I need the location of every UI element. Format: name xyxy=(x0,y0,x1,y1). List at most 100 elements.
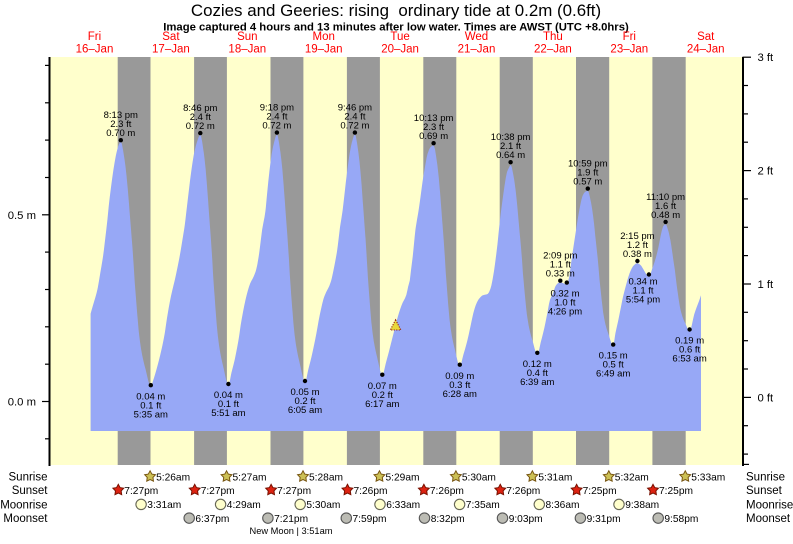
svg-text:Mon: Mon xyxy=(313,31,335,43)
svg-text:Moonrise: Moonrise xyxy=(0,499,47,511)
svg-text:21–Jan: 21–Jan xyxy=(458,43,496,55)
svg-text:2:09 pm: 2:09 pm xyxy=(543,251,577,262)
svg-text:0.70 m: 0.70 m xyxy=(106,128,135,139)
svg-text:0.6 ft: 0.6 ft xyxy=(679,345,700,356)
svg-text:5:35 am: 5:35 am xyxy=(134,409,168,420)
svg-text:0.2 ft: 0.2 ft xyxy=(372,390,393,401)
svg-text:2.4 ft: 2.4 ft xyxy=(190,112,211,123)
svg-text:5:30am: 5:30am xyxy=(462,472,496,483)
svg-text:0.57 m: 0.57 m xyxy=(573,177,602,188)
svg-text:0.64 m: 0.64 m xyxy=(496,150,525,161)
svg-text:Image captured 4 hours and 13: Image captured 4 hours and 13 minutes af… xyxy=(163,21,629,33)
svg-text:6:17 am: 6:17 am xyxy=(365,399,399,410)
svg-text:Wed: Wed xyxy=(465,31,488,43)
svg-text:5:51 am: 5:51 am xyxy=(211,408,245,419)
svg-text:16–Jan: 16–Jan xyxy=(76,43,114,55)
svg-text:5:30am: 5:30am xyxy=(306,500,340,511)
svg-text:5:28am: 5:28am xyxy=(309,472,343,483)
svg-text:1.6 ft: 1.6 ft xyxy=(655,201,676,212)
svg-text:3:31am: 3:31am xyxy=(147,500,181,511)
svg-text:0.1 ft: 0.1 ft xyxy=(140,400,161,411)
svg-text:0 ft: 0 ft xyxy=(758,392,775,404)
svg-text:Sunrise: Sunrise xyxy=(9,472,48,484)
svg-text:4:29am: 4:29am xyxy=(227,500,261,511)
svg-text:7:25pm: 7:25pm xyxy=(583,486,617,497)
svg-text:1.1 ft: 1.1 ft xyxy=(550,260,571,271)
svg-text:0.0 m: 0.0 m xyxy=(8,397,36,409)
svg-text:5:54 pm: 5:54 pm xyxy=(626,294,660,305)
svg-text:0.12 m: 0.12 m xyxy=(523,359,552,370)
svg-text:Sun: Sun xyxy=(237,31,257,43)
svg-text:Moonset: Moonset xyxy=(746,513,791,525)
svg-text:1.9 ft: 1.9 ft xyxy=(577,168,598,179)
svg-text:0.38 m: 0.38 m xyxy=(623,249,652,260)
svg-text:1.2 ft: 1.2 ft xyxy=(627,240,648,251)
svg-text:0.07 m: 0.07 m xyxy=(368,381,397,392)
svg-text:8:36am: 8:36am xyxy=(546,500,580,511)
svg-text:6:39 am: 6:39 am xyxy=(520,377,554,388)
svg-text:8:32pm: 8:32pm xyxy=(431,514,465,525)
svg-text:0.72 m: 0.72 m xyxy=(340,121,369,132)
svg-text:8:46 pm: 8:46 pm xyxy=(183,103,217,114)
svg-text:0.4 ft: 0.4 ft xyxy=(527,368,548,379)
svg-text:0.09 m: 0.09 m xyxy=(445,371,474,382)
svg-text:5:32am: 5:32am xyxy=(615,472,649,483)
svg-text:2 ft: 2 ft xyxy=(758,166,775,178)
svg-text:5:31am: 5:31am xyxy=(538,472,572,483)
svg-text:2.4 ft: 2.4 ft xyxy=(344,112,365,123)
svg-text:9:18 pm: 9:18 pm xyxy=(260,103,294,114)
svg-text:0.04 m: 0.04 m xyxy=(214,390,243,401)
svg-text:6:37pm: 6:37pm xyxy=(195,514,229,525)
svg-text:5:26am: 5:26am xyxy=(156,472,190,483)
svg-text:0.5 m: 0.5 m xyxy=(8,210,36,222)
svg-text:22–Jan: 22–Jan xyxy=(534,43,572,55)
svg-text:Moonrise: Moonrise xyxy=(746,499,793,511)
svg-text:2.4 ft: 2.4 ft xyxy=(266,112,287,123)
svg-text:7:27pm: 7:27pm xyxy=(124,486,158,497)
svg-text:5:29am: 5:29am xyxy=(386,472,420,483)
svg-text:Cozies and Geeries: rising or: Cozies and Geeries: rising ordinary tide… xyxy=(191,1,601,20)
svg-text:8:13 pm: 8:13 pm xyxy=(104,110,138,121)
svg-text:2.1 ft: 2.1 ft xyxy=(500,141,521,152)
svg-text:Moonset: Moonset xyxy=(3,513,48,525)
svg-text:0.5 ft: 0.5 ft xyxy=(603,360,624,371)
svg-text:7:21pm: 7:21pm xyxy=(274,514,308,525)
svg-text:0.3 ft: 0.3 ft xyxy=(449,380,470,391)
svg-text:19–Jan: 19–Jan xyxy=(305,43,343,55)
svg-text:7:26pm: 7:26pm xyxy=(354,486,388,497)
svg-text:1.1 ft: 1.1 ft xyxy=(632,285,653,296)
svg-text:23–Jan: 23–Jan xyxy=(610,43,648,55)
svg-text:4:26 pm: 4:26 pm xyxy=(548,307,582,318)
svg-text:18–Jan: 18–Jan xyxy=(228,43,266,55)
svg-text:0.1 ft: 0.1 ft xyxy=(218,399,239,410)
svg-text:0.19 m: 0.19 m xyxy=(675,336,704,347)
svg-text:2.3 ft: 2.3 ft xyxy=(110,119,131,130)
svg-text:9:46 pm: 9:46 pm xyxy=(338,103,372,114)
svg-text:Fri: Fri xyxy=(88,31,101,43)
svg-text:2:15 pm: 2:15 pm xyxy=(620,231,654,242)
svg-text:0.34 m: 0.34 m xyxy=(628,276,657,287)
svg-text:6:53 am: 6:53 am xyxy=(672,354,706,365)
svg-text:0.72 m: 0.72 m xyxy=(262,121,291,132)
svg-text:0.48 m: 0.48 m xyxy=(651,210,680,221)
svg-text:7:27pm: 7:27pm xyxy=(201,486,235,497)
svg-text:7:25pm: 7:25pm xyxy=(659,486,693,497)
svg-text:Sunrise: Sunrise xyxy=(746,472,785,484)
svg-text:2.3 ft: 2.3 ft xyxy=(423,122,444,133)
svg-text:6:49 am: 6:49 am xyxy=(596,369,630,380)
svg-text:Sunset: Sunset xyxy=(746,485,783,497)
svg-text:7:27pm: 7:27pm xyxy=(277,486,311,497)
svg-text:Fri: Fri xyxy=(623,31,636,43)
svg-text:7:26pm: 7:26pm xyxy=(506,486,540,497)
svg-text:5:27am: 5:27am xyxy=(233,472,267,483)
svg-text:6:28 am: 6:28 am xyxy=(443,389,477,400)
svg-text:9:31pm: 9:31pm xyxy=(587,514,621,525)
svg-text:0.04 m: 0.04 m xyxy=(136,391,165,402)
svg-text:20–Jan: 20–Jan xyxy=(381,43,419,55)
svg-text:0.05 m: 0.05 m xyxy=(290,387,319,398)
svg-text:17–Jan: 17–Jan xyxy=(152,43,190,55)
svg-text:1.0 ft: 1.0 ft xyxy=(554,298,575,309)
svg-text:1 ft: 1 ft xyxy=(758,279,775,291)
svg-text:9:03pm: 9:03pm xyxy=(509,514,543,525)
svg-text:5:33am: 5:33am xyxy=(691,472,725,483)
